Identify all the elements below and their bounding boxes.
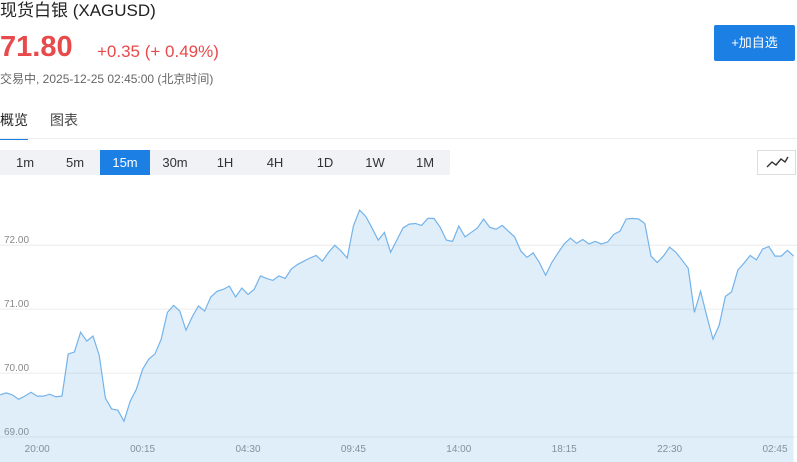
period-button[interactable]: 1D xyxy=(316,155,334,170)
title: 现货白银 (XAGUSD) xyxy=(0,1,156,20)
period-button[interactable]: 4H xyxy=(266,155,284,170)
area-fill xyxy=(0,210,794,462)
x-tick-label: 04:30 xyxy=(235,444,260,455)
x-tick-label: 22:30 xyxy=(657,444,682,455)
y-tick-label: 70.00 xyxy=(4,363,29,374)
period-button[interactable]: 1m xyxy=(15,155,35,170)
status: 交易中, 2025-12-25 02:45:00 (北京时间) xyxy=(0,72,214,86)
tab[interactable]: 图表 xyxy=(50,112,78,128)
y-tick-label: 69.00 xyxy=(4,427,29,438)
y-tick-label: 71.00 xyxy=(4,299,29,310)
period-button[interactable]: 5m xyxy=(65,155,85,170)
x-tick-label: 02:45 xyxy=(762,444,787,455)
period-button[interactable]: 1M xyxy=(415,155,435,170)
period-bar: 1m 5m 15m 30m 1H 4H 1D 1W 1M xyxy=(0,150,450,175)
price-line xyxy=(0,208,795,423)
chart-icon xyxy=(766,156,789,168)
y-tick-label: 72.00 xyxy=(4,235,29,246)
price: 71.80 xyxy=(0,31,73,63)
x-tick-label: 14:00 xyxy=(446,444,471,455)
add-watchlist-button[interactable]: +加自选 xyxy=(714,25,795,61)
tabs: 概览 图表 xyxy=(0,110,100,140)
chart-type-button[interactable] xyxy=(757,150,796,175)
change: +0.35 (+ 0.49%) xyxy=(97,42,219,61)
x-tick-label: 00:15 xyxy=(130,444,155,455)
period-button[interactable]: 1W xyxy=(365,155,385,170)
x-tick-label: 20:00 xyxy=(25,444,50,455)
period-button[interactable]: 15m xyxy=(100,150,150,175)
x-tick-label: 09:45 xyxy=(341,444,366,455)
chart: 69.00 70.00 71.00 72.00 20:00 00:15 04:30 09:45… xyxy=(0,208,797,462)
period-button[interactable]: 30m xyxy=(162,155,188,170)
x-tick-label: 18:15 xyxy=(552,444,577,455)
separator xyxy=(0,138,797,139)
tab[interactable]: 概览 xyxy=(0,110,28,140)
period-button[interactable]: 1H xyxy=(216,155,234,170)
